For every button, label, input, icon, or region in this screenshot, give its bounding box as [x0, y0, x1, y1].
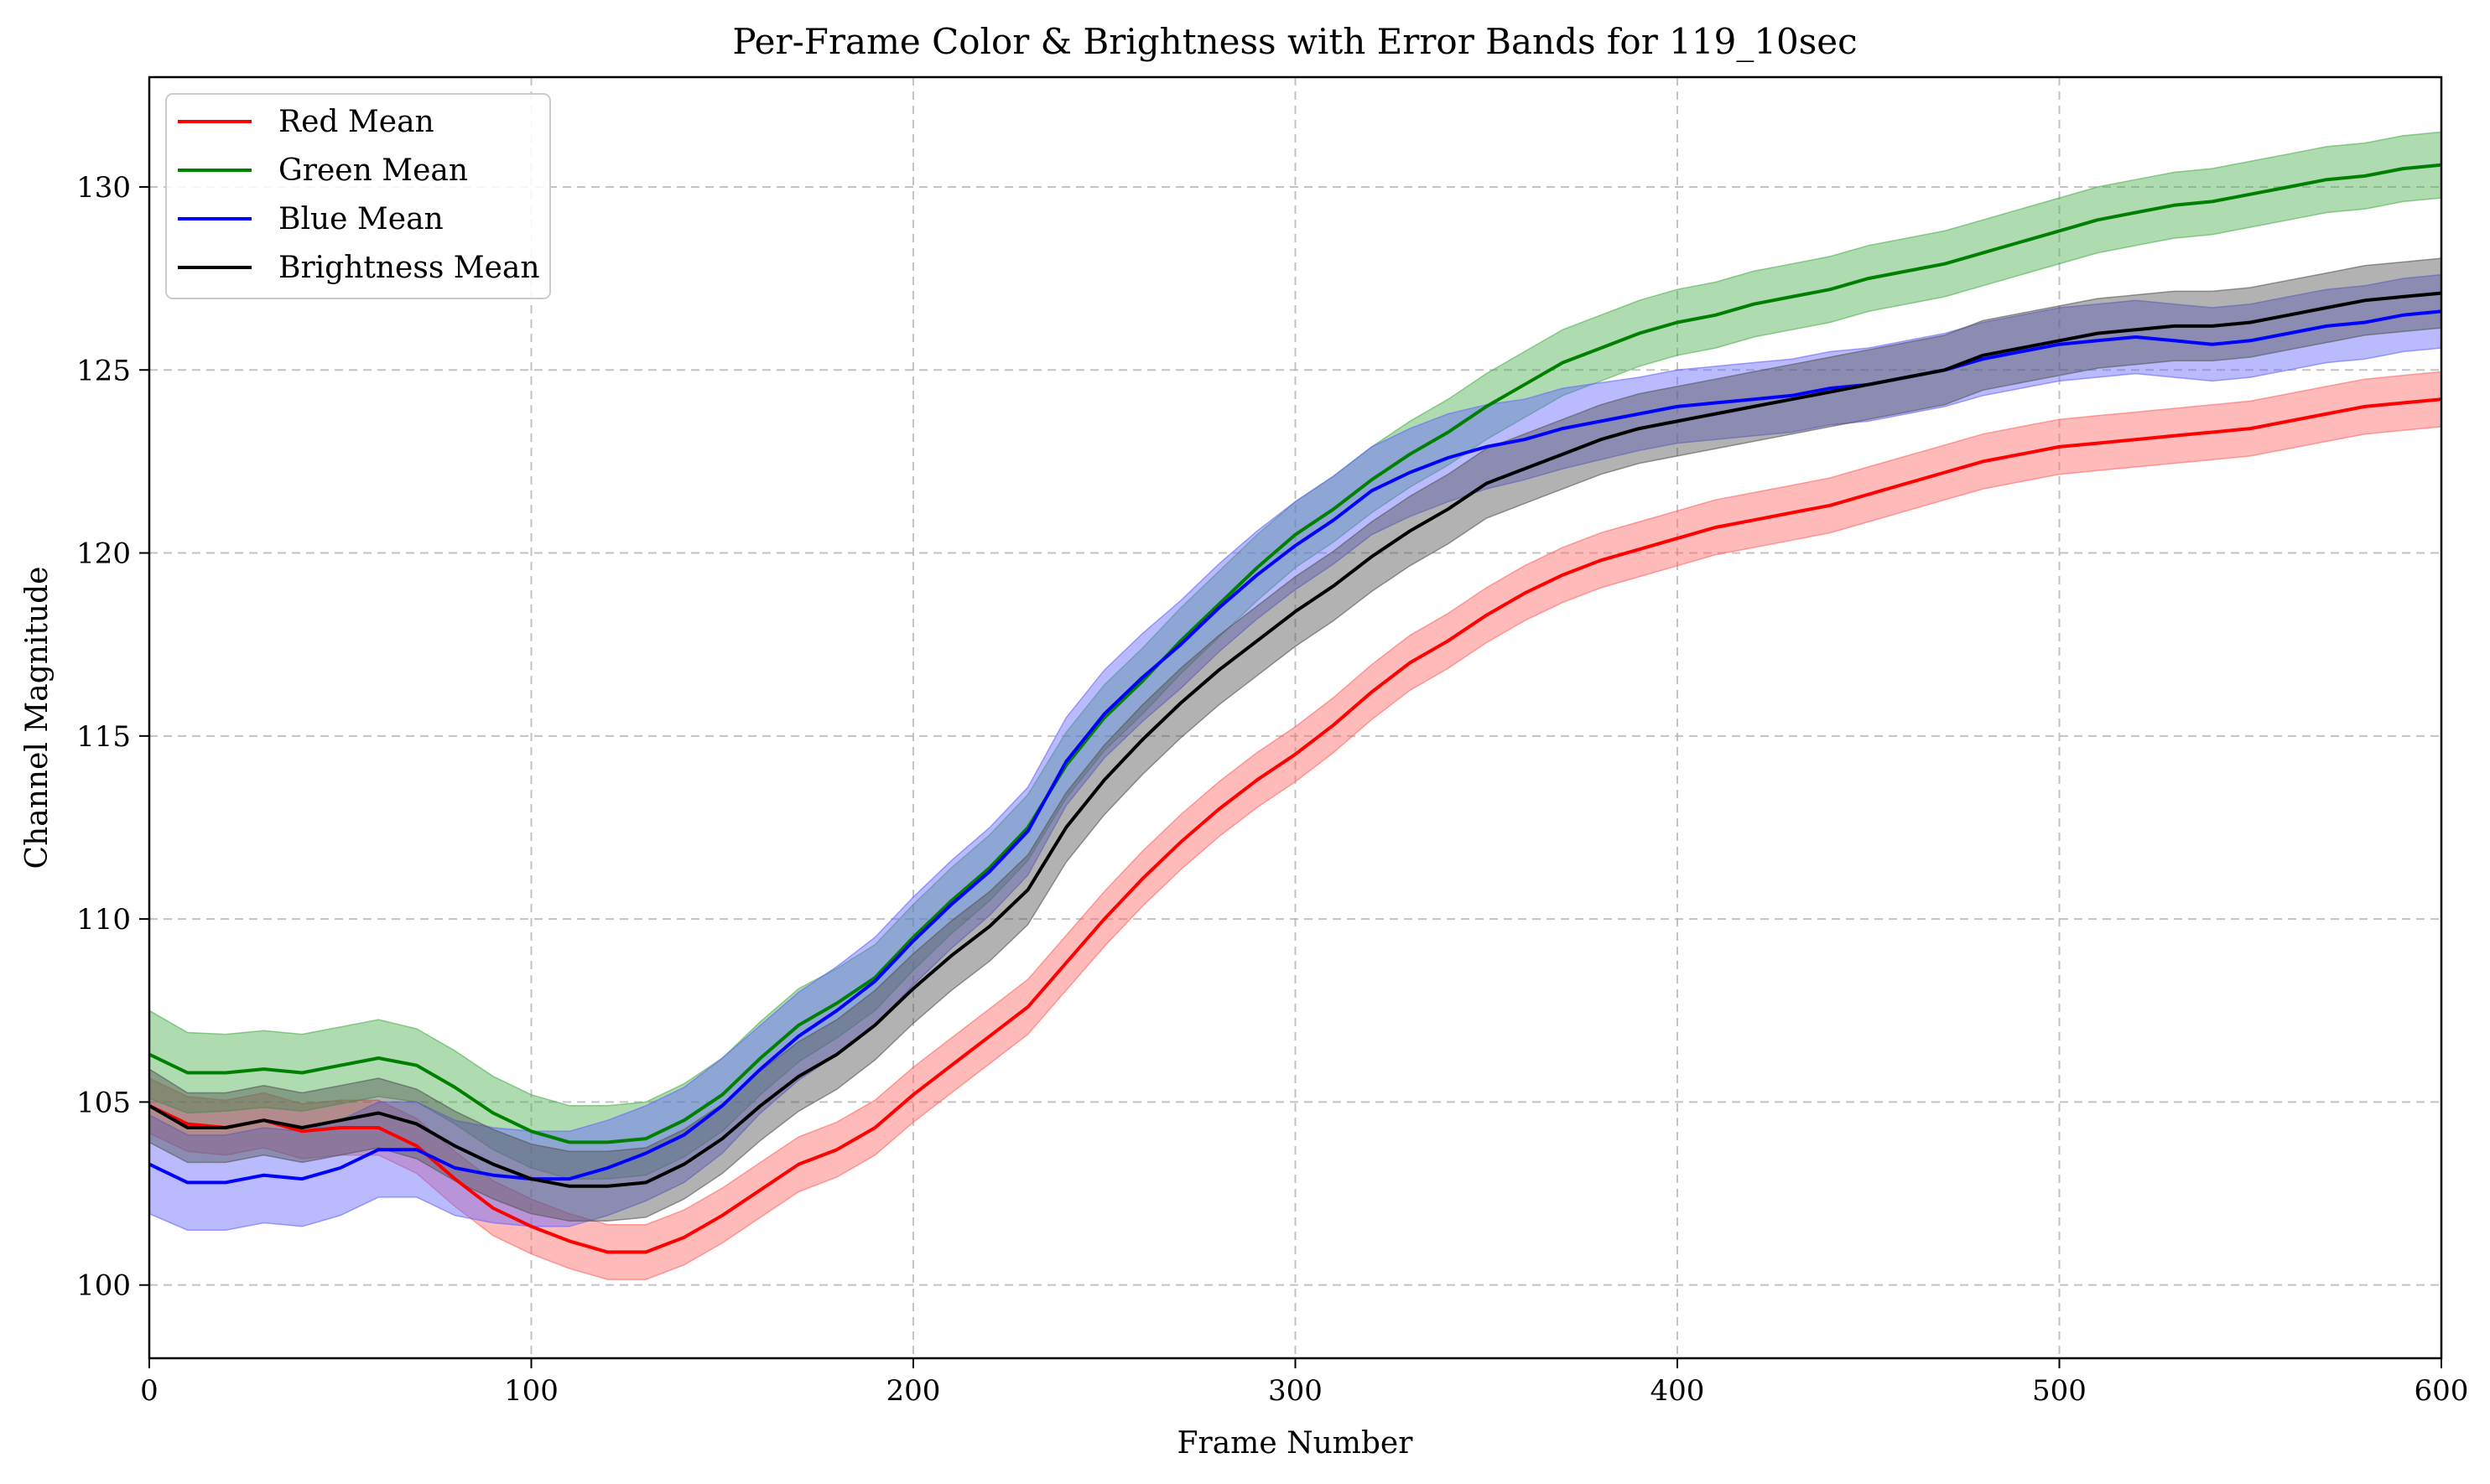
y-tick-label: 100 — [76, 1269, 131, 1303]
legend-box — [165, 93, 551, 299]
y-tick-label: 115 — [76, 720, 131, 754]
brightness-mean-legend-label: Brightness Mean — [278, 251, 540, 285]
green-mean-legend-label: Green Mean — [278, 153, 468, 188]
grid — [149, 77, 2441, 1358]
x-tick-label: 300 — [1268, 1374, 1323, 1408]
y-tick-label: 110 — [76, 903, 131, 937]
axis-ticks: 0 100 200 300 400 500 600 100 105 110 115 120 125 130 — [76, 171, 2468, 1408]
x-tick-label: 0 — [140, 1374, 159, 1408]
chart-title: Per-Frame Color & Brightness with Error … — [732, 21, 1857, 62]
y-tick-label: 105 — [76, 1086, 131, 1119]
error-bands — [148, 131, 2442, 1280]
blue-mean-legend-label: Blue Mean — [278, 202, 444, 236]
legend: Red Mean Green Mean Blue Mean Brightness Me… — [165, 93, 551, 299]
x-axis-label: Frame Number — [1177, 1426, 1414, 1461]
series-lines — [148, 163, 2442, 1254]
x-tick-label: 200 — [886, 1374, 941, 1408]
y-tick-label: 120 — [76, 537, 131, 571]
x-tick-label: 100 — [504, 1374, 559, 1408]
y-tick-label: 130 — [76, 171, 131, 205]
y-tick-label: 125 — [76, 354, 131, 387]
y-axis-label: Channel Magnitude — [20, 567, 55, 869]
red-mean-legend-label: Red Mean — [278, 105, 434, 139]
x-tick-label: 500 — [2032, 1374, 2087, 1408]
x-tick-label: 400 — [1650, 1374, 1705, 1408]
x-tick-label: 600 — [2415, 1374, 2469, 1408]
